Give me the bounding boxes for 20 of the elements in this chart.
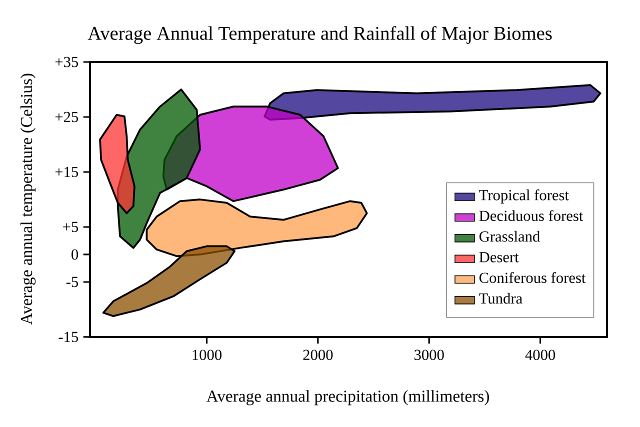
y-tick-label: +25 bbox=[55, 112, 78, 122]
y-tick-label: 0 bbox=[72, 249, 78, 260]
x-tick-label: 2000 bbox=[303, 350, 333, 360]
x-tick-label: 1000 bbox=[192, 350, 222, 360]
legend-label: Tropical forest bbox=[479, 189, 569, 204]
legend-label: Tundra bbox=[479, 292, 522, 304]
legend-label: Grassland bbox=[479, 230, 540, 242]
y-tick-label: +5 bbox=[63, 222, 78, 232]
x-tick-label: 4000 bbox=[525, 350, 556, 360]
y-tick-label: -5 bbox=[66, 276, 78, 288]
x-axis-title: Average annual precipitation (millimeters) bbox=[206, 390, 489, 406]
legend-label: Deciduous forest bbox=[479, 210, 584, 221]
x-tick-label: 3000 bbox=[414, 350, 444, 360]
legend-label: Desert bbox=[479, 252, 519, 262]
y-axis-title: Average annual temperature (Celsius) bbox=[20, 74, 36, 325]
y-tick-label: +35 bbox=[55, 56, 78, 68]
chart-title: Average Annual Temperature and Rainfall of Major Biomes bbox=[88, 26, 552, 44]
y-tick-label: +15 bbox=[55, 166, 78, 178]
legend-label: Coniferous forest bbox=[479, 272, 586, 283]
y-tick-label: -15 bbox=[58, 332, 78, 342]
